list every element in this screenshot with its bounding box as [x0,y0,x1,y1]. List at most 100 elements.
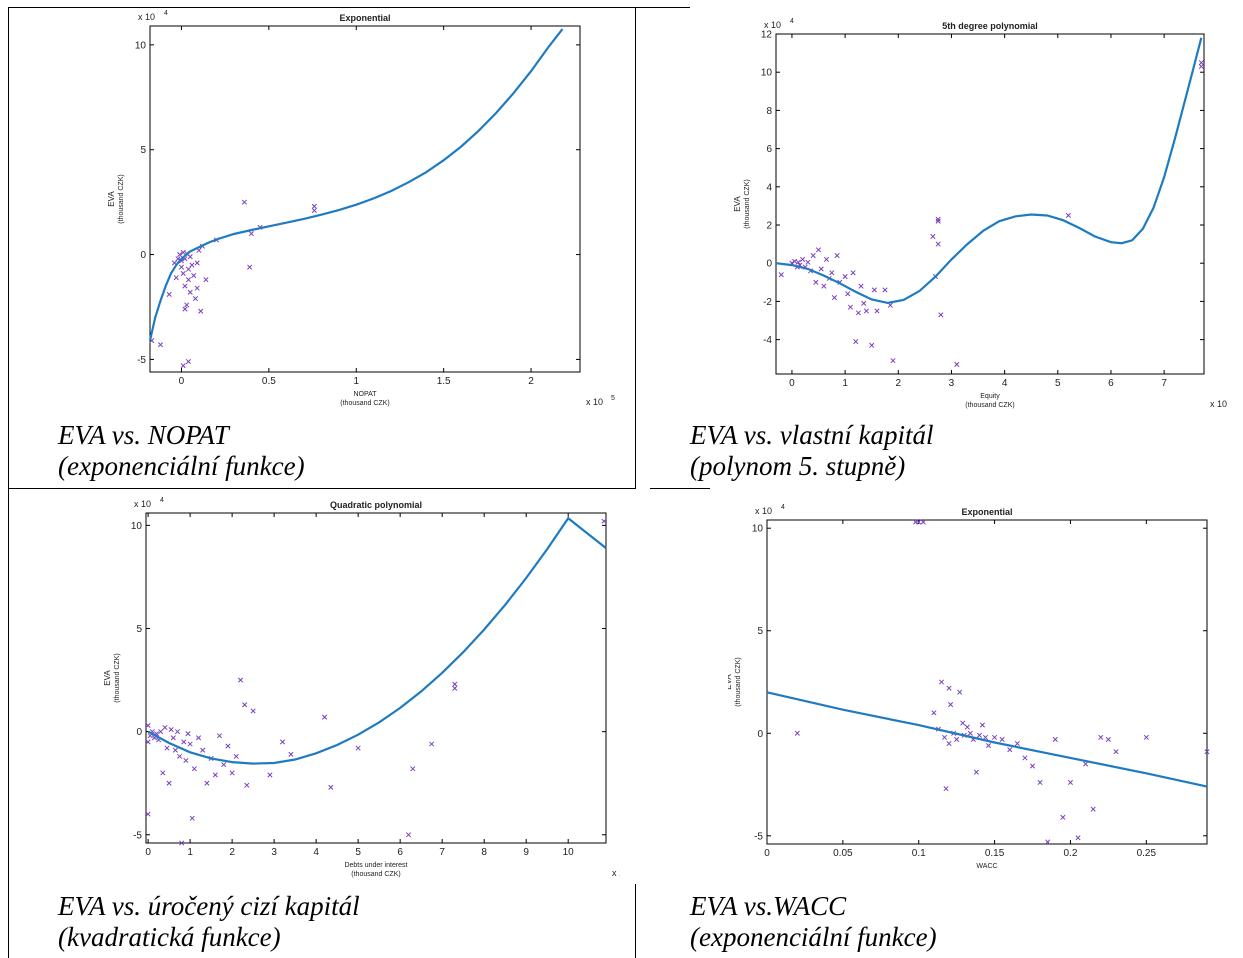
x-exponent-label: x 10 [1210,399,1227,409]
data-point [328,784,334,790]
y-tick-label: 12 [761,30,773,41]
data-point [823,256,830,262]
y-exponent-power: 4 [160,497,164,504]
data-point [179,840,185,846]
data-point [168,727,174,733]
x-tick-label: 0 [764,848,770,859]
data-point [855,310,861,316]
data-point [810,253,816,259]
table-rule-left [8,7,9,958]
data-point [200,747,206,753]
data-point [452,685,458,691]
data-point [1060,814,1066,820]
data-point [177,753,183,759]
data-point [954,361,960,368]
x-tick-label: 2 [528,376,534,387]
data-point [180,249,186,256]
data-point [853,338,859,345]
x-tick-label: 5 [1055,378,1061,389]
x-exponent-label: x 10 [586,397,603,407]
data-point [946,685,952,691]
y-tick-label: -2 [763,297,772,308]
caption-line-2: (polynom 5. stupně) [690,451,906,481]
data-point [288,751,294,757]
y-exponent-power: 4 [164,10,168,17]
data-point [162,724,168,731]
data-point [145,811,151,817]
data-point [1022,755,1028,761]
data-point [1045,839,1051,845]
fit-curve [766,691,1208,788]
data-point [157,342,164,348]
data-point [874,308,880,314]
data-point [267,772,273,778]
y-axis-sublabel: (thousand CZK) [735,657,742,706]
x-tick-label: 7 [439,847,445,858]
caption-eva-vs-equity: EVA vs. vlastní kapitál (polynom 5. stup… [690,420,933,482]
data-point [601,518,607,524]
data-point [829,270,835,276]
data-point [863,308,869,314]
fit-curve [147,516,607,765]
data-point [967,730,973,736]
x-tick-label: 7 [1161,378,1167,389]
data-point [1037,779,1043,786]
x-tick-label: 0.5 [262,376,276,387]
y-exponent-power: 4 [790,18,794,25]
x-tick-label: 10 [563,847,575,858]
data-point [931,710,937,716]
data-point [935,218,941,224]
data-point [800,256,806,262]
data-point [1143,734,1149,740]
y-exponent-label: x 10 [755,506,772,516]
data-point [982,734,989,740]
data-point [850,270,856,276]
x-tick-label: 2 [896,378,902,389]
data-point [321,714,328,720]
data-point [185,358,192,365]
data-point [160,770,166,776]
data-point [158,729,164,735]
data-point [173,275,179,281]
data-point [237,677,244,683]
y-axis-sublabel: (thousand CZK) [744,179,751,228]
data-point [187,254,193,260]
caption-line-2: (exponenciální funkce) [58,451,305,481]
x-tick-label: 0 [145,847,151,858]
data-point [182,283,188,289]
data-point [187,741,193,747]
table-rule-top-left [8,7,668,8]
data-point [410,766,416,772]
data-point [890,358,896,364]
data-point [805,259,811,265]
data-point [452,681,458,687]
x-tick-label: 6 [397,847,403,858]
data-point [938,312,944,318]
data-point [194,260,200,266]
x-tick-label: 6 [1108,378,1114,389]
data-point [192,296,199,302]
data-point [1090,806,1096,812]
x-tick-label: 4 [313,847,319,858]
data-point [204,780,210,786]
data-point [943,786,949,792]
data-point [1052,736,1058,742]
data-point [794,730,800,736]
data-point [221,762,227,768]
data-point [845,291,851,297]
y-tick-label: 2 [766,221,772,232]
data-point [1198,60,1204,66]
y-tick-label: -4 [763,335,772,346]
y-tick-label: 0 [136,727,142,738]
data-point [189,262,195,268]
y-tick-label: 0 [757,729,763,740]
y-tick-label: -5 [754,831,763,842]
x-tick-label: 0.1 [912,848,926,859]
data-point [1198,63,1204,70]
y-axis-label: EVA [728,674,733,690]
data-point [992,734,998,740]
data-point [938,679,945,685]
data-point [935,216,941,222]
y-axis-label: EVA [733,196,742,212]
